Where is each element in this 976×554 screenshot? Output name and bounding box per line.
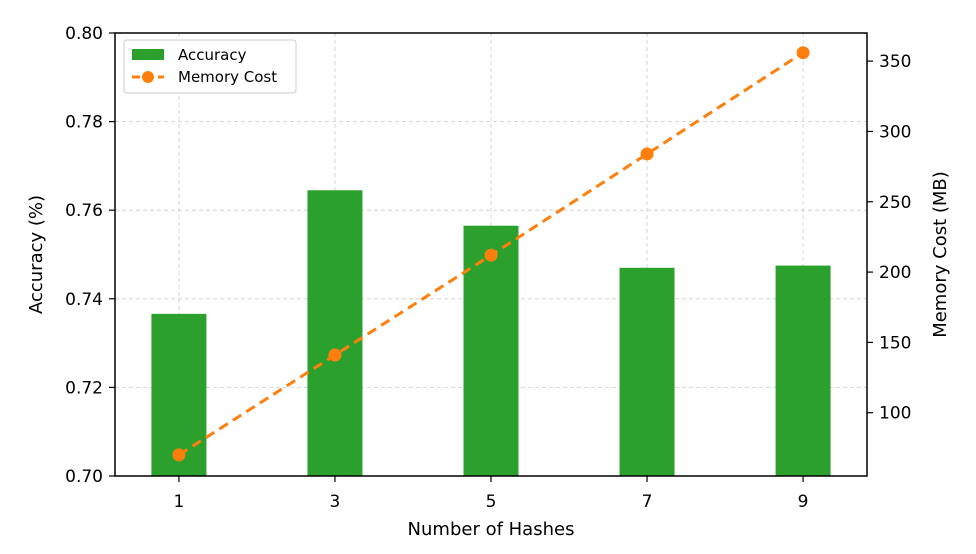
bar-accuracy [619, 267, 675, 476]
right-tick-label: 100 [879, 404, 911, 424]
x-axis-label: Number of Hashes [408, 519, 575, 540]
bar-accuracy [463, 225, 519, 476]
right-tick-label: 200 [879, 263, 911, 283]
x-tick-label: 1 [174, 492, 185, 512]
right-tick-label: 350 [879, 52, 911, 72]
memory-cost-point [172, 448, 186, 462]
memory-cost-point [796, 46, 810, 60]
right-tick-label: 300 [879, 122, 911, 142]
left-axis-label: Accuracy (%) [26, 195, 47, 314]
x-tick-label: 7 [642, 492, 653, 512]
memory-cost-point [328, 348, 342, 362]
legend-swatch-accuracy [132, 49, 164, 60]
right-tick-label: 250 [879, 193, 911, 213]
bar-accuracy [307, 190, 363, 476]
right-axis-ticks: 100 150 200 250 300 350 [867, 52, 911, 424]
legend-box [123, 39, 297, 94]
left-tick-label: 0.80 [65, 24, 103, 44]
x-tick-label: 5 [486, 492, 497, 512]
x-tick-label: 3 [330, 492, 341, 512]
memory-cost-point [484, 248, 498, 262]
line-memory-cost [172, 46, 810, 462]
bars-accuracy [151, 190, 831, 476]
x-axis-ticks: 1 3 5 7 9 [174, 476, 809, 512]
left-tick-label: 0.78 [65, 113, 103, 133]
legend-label-accuracy: Accuracy [178, 46, 247, 64]
left-tick-label: 0.72 [65, 378, 103, 398]
bar-accuracy [775, 265, 831, 476]
left-tick-label: 0.70 [65, 467, 103, 487]
legend-label-memory-cost: Memory Cost [178, 68, 277, 86]
legend: Accuracy Memory Cost [123, 39, 297, 94]
left-tick-label: 0.74 [65, 290, 103, 310]
memory-cost-point [640, 147, 654, 161]
right-tick-label: 150 [879, 333, 911, 353]
x-tick-label: 9 [798, 492, 809, 512]
left-tick-label: 0.76 [65, 201, 103, 221]
legend-marker-memory-cost [142, 71, 154, 83]
right-axis-label: Memory Cost (MB) [930, 171, 951, 338]
left-axis-ticks: 0.70 0.72 0.74 0.76 0.78 0.80 [65, 24, 115, 487]
